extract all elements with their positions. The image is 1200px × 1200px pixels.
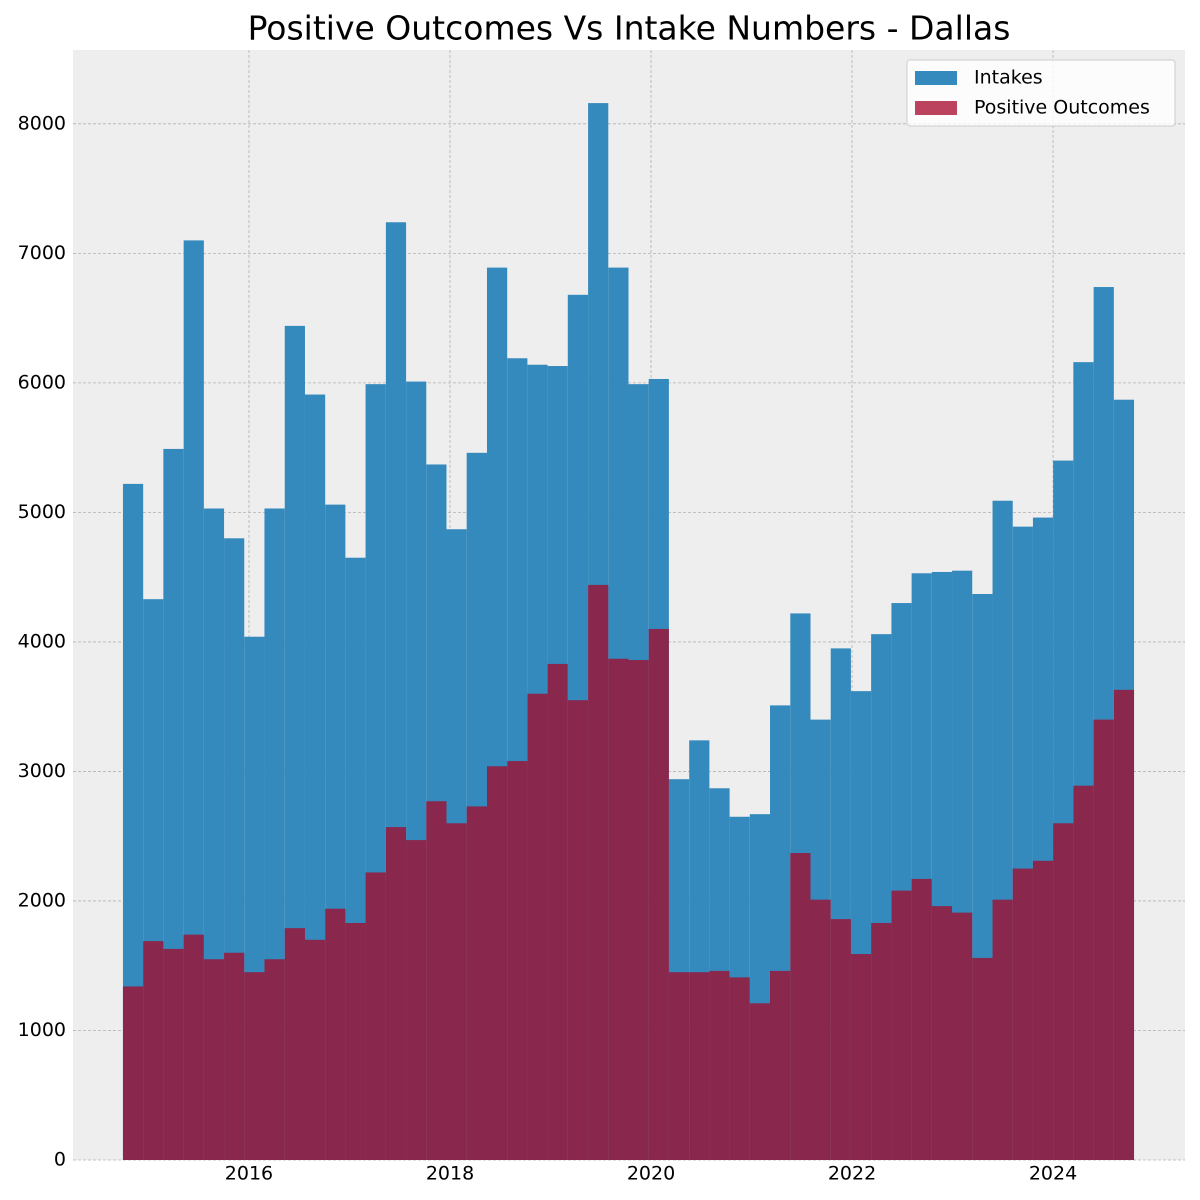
y-tick-label: 4000: [18, 630, 66, 652]
bar: [446, 823, 467, 1160]
bar: [264, 959, 285, 1160]
legend-box: [906, 59, 1176, 127]
bar: [871, 922, 892, 1160]
bar: [1053, 823, 1074, 1160]
legend-swatch: [915, 101, 957, 115]
legend-label: Positive Outcomes: [974, 97, 1150, 119]
y-tick-label: 5000: [18, 501, 66, 523]
bar: [244, 972, 265, 1160]
legend-swatch: [915, 71, 957, 85]
bar: [466, 806, 487, 1160]
bar: [648, 628, 669, 1160]
bar: [709, 970, 730, 1160]
bar: [163, 948, 184, 1160]
chart-title: Positive Outcomes Vs Intake Numbers - Da…: [248, 9, 1011, 48]
bar: [1012, 868, 1033, 1160]
x-tick-label: 2022: [828, 1163, 876, 1185]
bar: [426, 801, 447, 1160]
bar: [749, 1003, 771, 1160]
bar: [143, 941, 164, 1160]
bar: [486, 766, 508, 1160]
y-tick-label: 6000: [18, 371, 66, 393]
bar: [891, 890, 912, 1160]
bar: [406, 840, 427, 1160]
bar: [1113, 689, 1135, 1160]
bar: [830, 919, 851, 1160]
x-tick-label: 2016: [225, 1163, 273, 1185]
bar: [931, 906, 953, 1160]
bar: [1032, 860, 1054, 1160]
bar: [608, 658, 629, 1160]
bar: [547, 663, 568, 1160]
bar: [668, 972, 690, 1160]
bar: [972, 957, 993, 1160]
x-tick-label: 2018: [426, 1163, 474, 1185]
y-tick-label: 7000: [18, 242, 66, 264]
bar: [729, 977, 750, 1160]
y-tick-label: 1000: [18, 1019, 66, 1041]
bar: [850, 954, 872, 1160]
bar: [1073, 785, 1094, 1160]
bar: [365, 872, 386, 1160]
bar: [911, 878, 932, 1160]
bar: [567, 700, 589, 1160]
y-tick-label: 8000: [18, 112, 66, 134]
bar: [385, 827, 407, 1160]
bar: [345, 922, 366, 1160]
bar: [1093, 719, 1114, 1160]
x-tick-label: 2020: [627, 1163, 675, 1185]
series-bars: [122, 584, 1135, 1160]
y-tick-label: 0: [54, 1149, 66, 1171]
bar: [527, 693, 548, 1160]
y-tick-label: 2000: [18, 889, 66, 911]
bar: [183, 934, 204, 1160]
bar: [325, 908, 346, 1160]
bar: [628, 660, 649, 1160]
legend-label: Intakes: [974, 67, 1043, 89]
bar: [810, 899, 831, 1160]
bar: [203, 959, 225, 1160]
bar: [588, 584, 609, 1160]
bar: [689, 972, 710, 1160]
bar: [224, 952, 245, 1160]
x-tick-label: 2024: [1029, 1163, 1077, 1185]
bar: [770, 970, 791, 1160]
y-tick-label: 3000: [18, 760, 66, 782]
bar: [122, 986, 144, 1160]
bar: [507, 761, 528, 1160]
bar: [952, 912, 973, 1160]
bar: [284, 928, 305, 1160]
bar: [790, 853, 811, 1160]
bar: [992, 899, 1013, 1160]
bar: [183, 240, 204, 1160]
bar: [304, 939, 326, 1160]
